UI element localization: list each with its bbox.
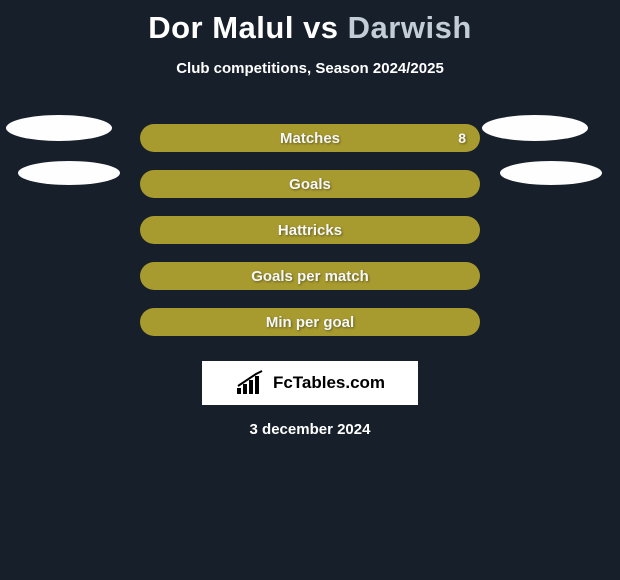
stats-rows: Matches 8 Goals Hattricks Goals per matc… [0, 115, 620, 345]
brand-suffix: .com [345, 373, 385, 392]
stat-row: Goals per match [0, 253, 620, 299]
footer-date: 3 december 2024 [0, 421, 620, 438]
brand-bars-icon [235, 370, 269, 396]
stat-label: Hattricks [278, 222, 342, 239]
brand-main: Tables [293, 373, 346, 392]
stat-label: Goals per match [251, 268, 369, 285]
stat-pill-hattricks: Hattricks [140, 216, 480, 244]
subtitle: Club competitions, Season 2024/2025 [0, 60, 620, 77]
brand-text: FcTables.com [273, 373, 385, 393]
page-title: Dor Malul vs Darwish [0, 0, 620, 46]
brand-prefix: Fc [273, 373, 293, 392]
stat-row: Min per goal [0, 299, 620, 345]
stat-row: Goals [0, 161, 620, 207]
stat-label: Min per goal [266, 314, 354, 331]
player1-name: Dor Malul [148, 10, 294, 45]
player2-name: Darwish [348, 10, 472, 45]
stat-row: Matches 8 [0, 115, 620, 161]
stat-pill-goals-per-match: Goals per match [140, 262, 480, 290]
stat-pill-matches: Matches 8 [140, 124, 480, 152]
stat-row: Hattricks [0, 207, 620, 253]
vs-label: vs [303, 10, 338, 45]
stat-label: Goals [289, 176, 331, 193]
stat-pill-min-per-goal: Min per goal [140, 308, 480, 336]
stat-pill-goals: Goals [140, 170, 480, 198]
stat-value-right: 8 [458, 130, 466, 146]
brand-badge: FcTables.com [202, 361, 418, 405]
stat-label: Matches [280, 130, 340, 147]
